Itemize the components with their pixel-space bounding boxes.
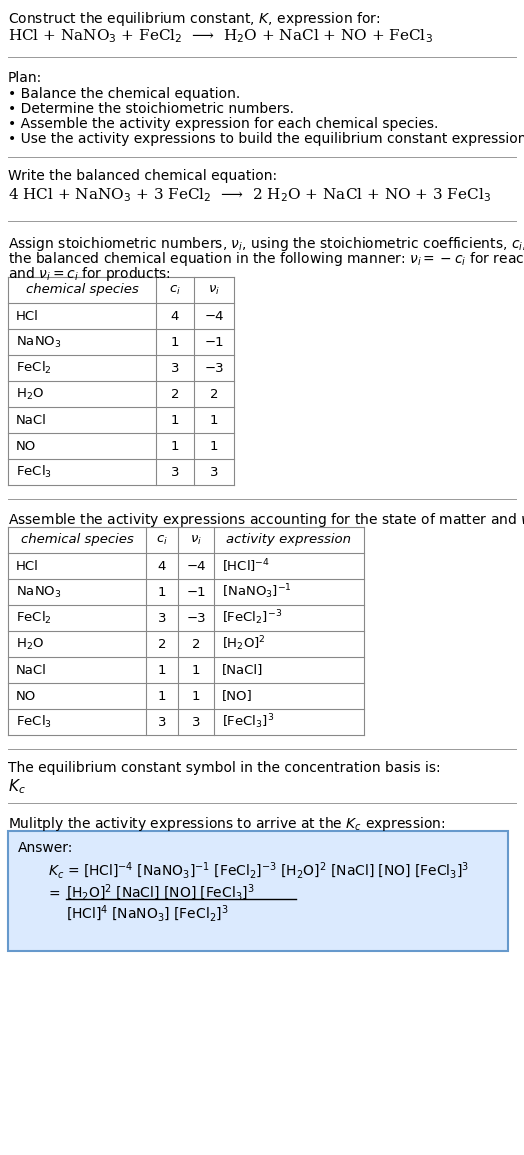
Text: $\nu_i$: $\nu_i$ — [208, 283, 220, 297]
Text: HCl + NaNO$_3$ + FeCl$_2$  ⟶  H$_2$O + NaCl + NO + FeCl$_3$: HCl + NaNO$_3$ + FeCl$_2$ ⟶ H$_2$O + NaC… — [8, 27, 433, 45]
Text: Assemble the activity expressions accounting for the state of matter and $\nu_i$: Assemble the activity expressions accoun… — [8, 511, 524, 529]
Text: chemical species: chemical species — [26, 283, 138, 297]
Text: • Use the activity expressions to build the equilibrium constant expression.: • Use the activity expressions to build … — [8, 132, 524, 146]
Text: −4: −4 — [186, 559, 206, 573]
Text: $K_c$ = [HCl]$^{-4}$ [NaNO$_3$]$^{-1}$ [FeCl$_2$]$^{-3}$ [H$_2$O]$^2$ [NaCl] [NO: $K_c$ = [HCl]$^{-4}$ [NaNO$_3$]$^{-1}$ [… — [48, 860, 470, 881]
Text: −3: −3 — [204, 362, 224, 374]
Text: $K_c$: $K_c$ — [8, 777, 26, 796]
Text: [NaNO$_3$]$^{-1}$: [NaNO$_3$]$^{-1}$ — [222, 582, 292, 602]
Text: 2: 2 — [210, 387, 219, 401]
Text: 3: 3 — [158, 715, 166, 729]
Text: FeCl$_3$: FeCl$_3$ — [16, 464, 52, 480]
Text: 1: 1 — [210, 413, 219, 426]
Text: [H$_2$O]$^2$: [H$_2$O]$^2$ — [222, 634, 266, 654]
Text: FeCl$_2$: FeCl$_2$ — [16, 610, 52, 626]
Text: 1: 1 — [192, 663, 200, 677]
Text: Construct the equilibrium constant, $K$, expression for:: Construct the equilibrium constant, $K$,… — [8, 10, 380, 28]
Text: 1: 1 — [192, 690, 200, 702]
Text: Write the balanced chemical equation:: Write the balanced chemical equation: — [8, 169, 277, 182]
Text: NaCl: NaCl — [16, 663, 47, 677]
Text: and $\nu_i = c_i$ for products:: and $\nu_i = c_i$ for products: — [8, 264, 171, 283]
Text: NaNO$_3$: NaNO$_3$ — [16, 584, 62, 599]
Text: [FeCl$_3$]$^3$: [FeCl$_3$]$^3$ — [222, 713, 275, 731]
Text: NO: NO — [16, 690, 36, 702]
Text: FeCl$_3$: FeCl$_3$ — [16, 714, 52, 730]
Text: H$_2$O: H$_2$O — [16, 387, 44, 402]
Text: NO: NO — [16, 440, 36, 453]
Text: $\nu_i$: $\nu_i$ — [190, 534, 202, 546]
Text: NaNO$_3$: NaNO$_3$ — [16, 335, 62, 350]
Text: 1: 1 — [171, 335, 179, 349]
Text: [NO]: [NO] — [222, 690, 253, 702]
Text: 3: 3 — [171, 362, 179, 374]
Text: −4: −4 — [204, 310, 224, 322]
Text: −1: −1 — [186, 586, 206, 598]
Text: [FeCl$_2$]$^{-3}$: [FeCl$_2$]$^{-3}$ — [222, 609, 282, 627]
Text: 1: 1 — [158, 690, 166, 702]
Text: 3: 3 — [192, 715, 200, 729]
Text: −1: −1 — [204, 335, 224, 349]
Text: 2: 2 — [158, 638, 166, 650]
Text: Plan:: Plan: — [8, 70, 42, 85]
Text: 4 HCl + NaNO$_3$ + 3 FeCl$_2$  ⟶  2 H$_2$O + NaCl + NO + 3 FeCl$_3$: 4 HCl + NaNO$_3$ + 3 FeCl$_2$ ⟶ 2 H$_2$O… — [8, 186, 491, 203]
Text: [HCl]$^4$ [NaNO$_3$] [FeCl$_2$]$^3$: [HCl]$^4$ [NaNO$_3$] [FeCl$_2$]$^3$ — [66, 904, 228, 924]
Text: $c_i$: $c_i$ — [169, 283, 181, 297]
FancyBboxPatch shape — [8, 830, 508, 951]
Text: 2: 2 — [192, 638, 200, 650]
Text: =: = — [48, 888, 60, 902]
Text: $c_i$: $c_i$ — [156, 534, 168, 546]
Text: NaCl: NaCl — [16, 413, 47, 426]
Text: the balanced chemical equation in the following manner: $\nu_i = -c_i$ for react: the balanced chemical equation in the fo… — [8, 249, 524, 268]
Text: 1: 1 — [171, 440, 179, 453]
Text: H$_2$O: H$_2$O — [16, 636, 44, 651]
Text: • Determine the stoichiometric numbers.: • Determine the stoichiometric numbers. — [8, 102, 294, 116]
Text: [H$_2$O]$^2$ [NaCl] [NO] [FeCl$_3$]$^3$: [H$_2$O]$^2$ [NaCl] [NO] [FeCl$_3$]$^3$ — [66, 884, 255, 903]
Text: Assign stoichiometric numbers, $\nu_i$, using the stoichiometric coefficients, $: Assign stoichiometric numbers, $\nu_i$, … — [8, 234, 524, 253]
Text: The equilibrium constant symbol in the concentration basis is:: The equilibrium constant symbol in the c… — [8, 761, 441, 775]
Text: activity expression: activity expression — [226, 534, 352, 546]
Text: −3: −3 — [186, 611, 206, 625]
Text: [HCl]$^{-4}$: [HCl]$^{-4}$ — [222, 557, 270, 575]
Text: • Balance the chemical equation.: • Balance the chemical equation. — [8, 87, 240, 100]
Text: Answer:: Answer: — [18, 841, 73, 855]
Text: 4: 4 — [158, 559, 166, 573]
Text: chemical species: chemical species — [20, 534, 134, 546]
Text: 1: 1 — [210, 440, 219, 453]
Text: • Assemble the activity expression for each chemical species.: • Assemble the activity expression for e… — [8, 117, 439, 131]
Text: 1: 1 — [158, 663, 166, 677]
Text: 3: 3 — [171, 465, 179, 478]
Text: FeCl$_2$: FeCl$_2$ — [16, 360, 52, 377]
Text: [NaCl]: [NaCl] — [222, 663, 264, 677]
Text: 3: 3 — [158, 611, 166, 625]
Text: 2: 2 — [171, 387, 179, 401]
Text: 4: 4 — [171, 310, 179, 322]
Text: HCl: HCl — [16, 559, 39, 573]
Text: HCl: HCl — [16, 310, 39, 322]
Text: Mulitply the activity expressions to arrive at the $K_c$ expression:: Mulitply the activity expressions to arr… — [8, 815, 445, 833]
Text: 1: 1 — [171, 413, 179, 426]
Text: 3: 3 — [210, 465, 219, 478]
Text: 1: 1 — [158, 586, 166, 598]
